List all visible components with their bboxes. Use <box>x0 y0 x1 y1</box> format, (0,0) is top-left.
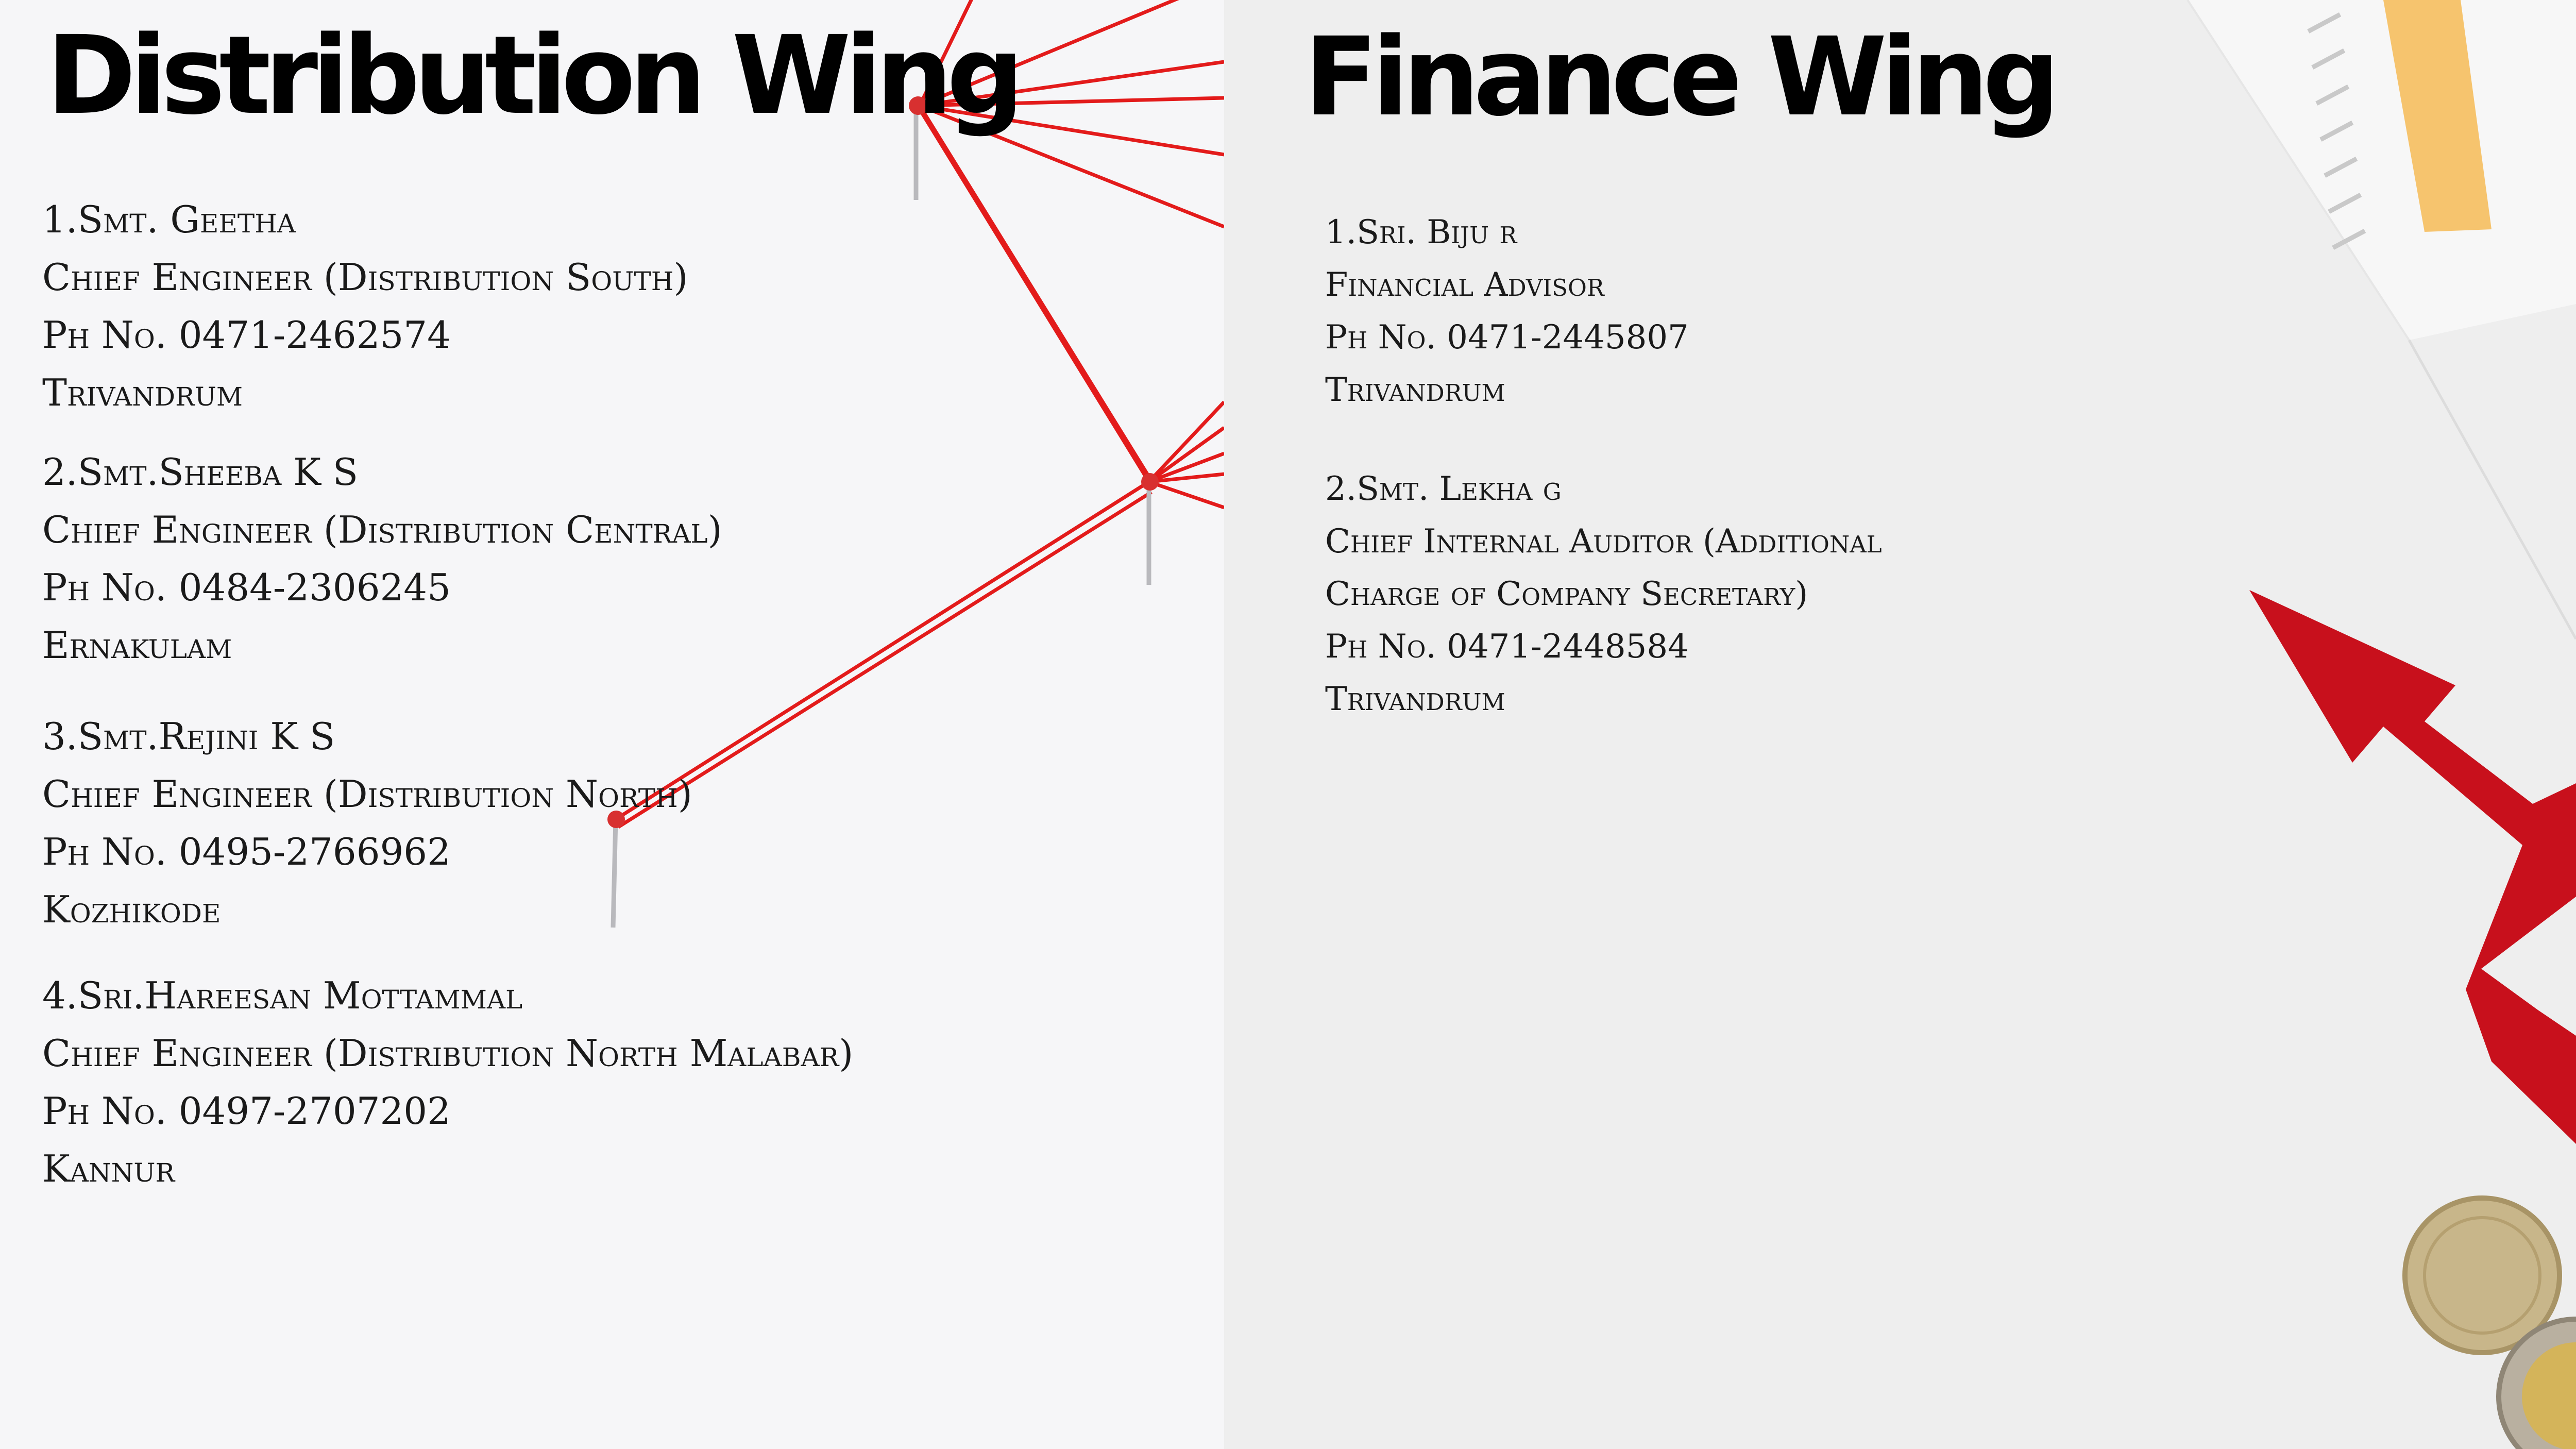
contact-card: 3.Smt.Rejini K S Chief Engineer (Distrib… <box>42 707 853 938</box>
contact-phone: Ph No. 0497-2707202 <box>42 1089 451 1133</box>
contact-location: Trivandrum <box>1325 371 1505 409</box>
contact-designation: Chief Engineer (Distribution South) <box>42 256 688 299</box>
contact-location: Trivandrum <box>1325 680 1505 718</box>
contact-designation: Financial Advisor <box>1325 266 1604 304</box>
contact-phone: Ph No. 0471-2448584 <box>1325 628 1689 666</box>
contact-designation: Chief Engineer (Distribution North Malab… <box>42 1032 854 1075</box>
contact-card: 2.Smt. Lekha g Chief Internal Auditor (A… <box>1325 463 1882 726</box>
contact-name: 3.Smt.Rejini K S <box>42 715 335 758</box>
contact-location: Kozhikode <box>42 888 221 931</box>
contact-location: Kannur <box>42 1147 175 1190</box>
contact-card: 1.Smt. Geetha Chief Engineer (Distributi… <box>42 191 853 422</box>
contact-card: 2.Smt.Sheeba K S Chief Engineer (Distrib… <box>42 443 853 674</box>
contact-name: 2.Smt.Sheeba K S <box>42 450 359 494</box>
finance-wing-title: Finance Wing <box>1304 14 2060 140</box>
finance-chart-arrow-image <box>2187 0 2576 1449</box>
contact-phone: Ph No. 0495-2766962 <box>42 830 451 873</box>
contact-name: 1.Smt. Geetha <box>42 198 296 241</box>
finance-contact-list: 1.Sri. Biju r Financial Advisor Ph No. 0… <box>1325 206 1882 772</box>
finance-wing-panel: Finance Wing 1.Sri. Biju r Financial Adv… <box>1224 0 2576 1449</box>
contact-designation-continued: Charge of Company Secretary) <box>1325 575 1808 613</box>
pin-thread-network-image <box>607 0 1224 928</box>
contact-name: 2.Smt. Lekha g <box>1325 470 1562 508</box>
contact-phone: Ph No. 0471-2462574 <box>42 313 451 357</box>
distribution-contact-list: 1.Smt. Geetha Chief Engineer (Distributi… <box>42 191 853 1219</box>
contact-designation: Chief Internal Auditor (Additional <box>1325 523 1882 561</box>
distribution-wing-title: Distribution Wing <box>46 12 1024 139</box>
contact-phone: Ph No. 0471-2445807 <box>1325 318 1689 357</box>
contact-phone: Ph No. 0484-2306245 <box>42 566 451 609</box>
contact-designation: Chief Engineer (Distribution North) <box>42 772 692 816</box>
contact-card: 4.Sri.Hareesan Mottammal Chief Engineer … <box>42 967 853 1198</box>
contact-location: Ernakulam <box>42 624 232 667</box>
contact-designation: Chief Engineer (Distribution Central) <box>42 508 722 551</box>
contact-name: 4.Sri.Hareesan Mottammal <box>42 974 523 1017</box>
contact-name: 1.Sri. Biju r <box>1325 213 1517 251</box>
contact-location: Trivandrum <box>42 371 243 414</box>
contact-card: 1.Sri. Biju r Financial Advisor Ph No. 0… <box>1325 206 1882 416</box>
distribution-wing-panel: Distribution Wing 1.Smt. Geetha Chief En… <box>0 0 1224 1449</box>
